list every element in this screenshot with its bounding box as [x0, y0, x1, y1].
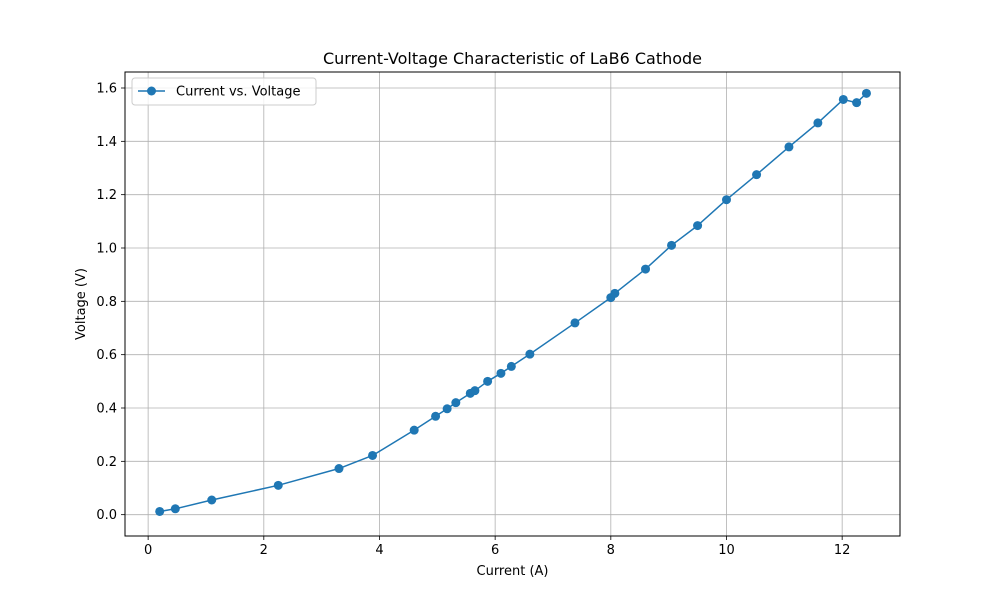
- data-point: [207, 495, 217, 505]
- data-point: [496, 368, 506, 378]
- x-tick-label: 10: [718, 543, 735, 558]
- y-tick-label: 0.6: [96, 348, 117, 363]
- data-point: [431, 411, 441, 421]
- data-point: [721, 195, 731, 205]
- y-tick-label: 1.0: [96, 242, 117, 257]
- data-point: [334, 464, 344, 474]
- data-point: [693, 221, 703, 231]
- data-point: [852, 98, 862, 108]
- data-point: [784, 142, 794, 152]
- x-tick-label: 12: [834, 543, 851, 558]
- y-tick-label: 1.2: [96, 188, 117, 203]
- y-tick-label: 1.4: [96, 135, 117, 150]
- data-point: [752, 170, 762, 180]
- data-point: [451, 398, 461, 408]
- data-point: [610, 288, 620, 298]
- x-axis-ticks: 0 2 4 6 8 10 12: [144, 536, 850, 558]
- x-tick-label: 6: [491, 543, 499, 558]
- x-tick-label: 2: [260, 543, 268, 558]
- data-point: [570, 318, 580, 328]
- x-tick-label: 4: [375, 543, 383, 558]
- data-point: [170, 504, 180, 514]
- data-point: [470, 386, 480, 396]
- legend: Current vs. Voltage: [131, 77, 317, 106]
- data-point: [483, 376, 493, 386]
- x-tick-label: 0: [144, 543, 152, 558]
- grid: [125, 72, 900, 536]
- y-tick-label: 0.2: [96, 455, 117, 470]
- x-axis-label: Current (A): [477, 564, 549, 579]
- plot-area-frame: [124, 71, 901, 537]
- legend-marker-swatch: [147, 86, 156, 96]
- data-point: [525, 349, 535, 359]
- data-point: [838, 94, 848, 104]
- legend-label: Current vs. Voltage: [176, 85, 300, 100]
- x-tick-label: 8: [607, 543, 615, 558]
- legend-box: [131, 77, 317, 106]
- data-point: [155, 506, 165, 516]
- data-point: [861, 88, 871, 98]
- data-point: [273, 480, 283, 490]
- y-tick-label: 1.6: [96, 82, 117, 97]
- data-point: [409, 425, 419, 435]
- y-axis-ticks: 0.0 0.2 0.4 0.6 0.8 1.0 1.2 1.4 1.6: [96, 82, 125, 523]
- data-point: [368, 450, 378, 460]
- data-point: [813, 118, 823, 128]
- chart-title: Current-Voltage Characteristic of LaB6 C…: [323, 49, 702, 68]
- y-tick-label: 0.0: [96, 508, 117, 523]
- data-point: [506, 361, 516, 371]
- series-layer: [155, 88, 871, 516]
- y-axis-label: Voltage (V): [74, 268, 89, 340]
- y-tick-label: 0.4: [96, 402, 117, 417]
- y-tick-label: 0.8: [96, 295, 117, 310]
- data-point: [667, 240, 677, 250]
- data-point: [442, 404, 452, 414]
- data-point: [641, 264, 651, 274]
